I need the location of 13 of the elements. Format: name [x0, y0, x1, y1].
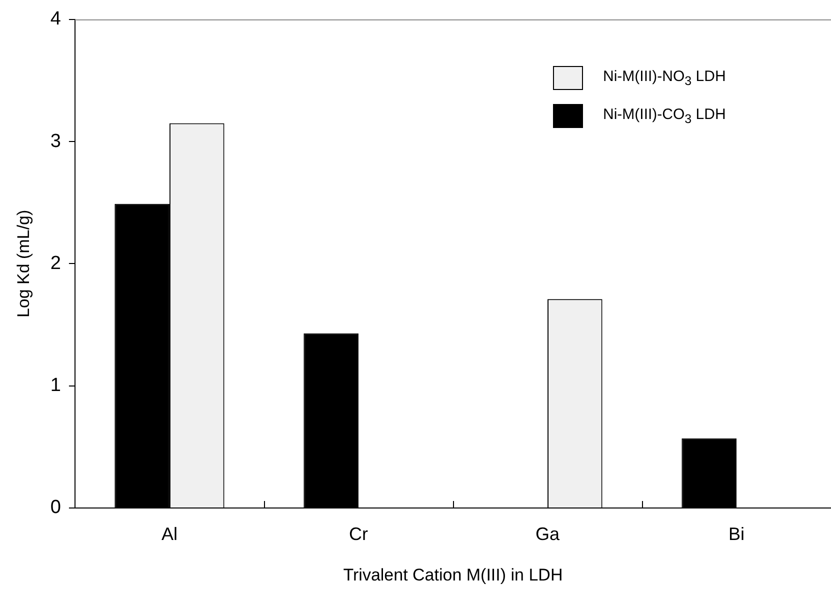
y-tick-label: 3 — [50, 130, 61, 152]
x-tick-label: Bi — [728, 524, 745, 544]
y-tick-label: 4 — [50, 8, 62, 30]
legend-label: Ni-M(III)-NO$_{3}$ LDH — [603, 68, 726, 88]
x-tick-label: Cr — [348, 524, 368, 544]
legend-label: Ni-M(III)-CO$_{3}$ LDH — [603, 106, 726, 126]
y-tick-label: 0 — [50, 497, 61, 518]
y-tick-label: 1 — [50, 375, 61, 396]
x-tick-label: Ga — [535, 524, 560, 544]
y-tick-label: 2 — [50, 252, 61, 274]
x-tick-label: Al — [161, 524, 178, 544]
x-axis-title: Trivalent Cation M(III) in LDH — [343, 565, 563, 584]
y-axis-title: Log Kd (mL/g) — [14, 210, 33, 318]
